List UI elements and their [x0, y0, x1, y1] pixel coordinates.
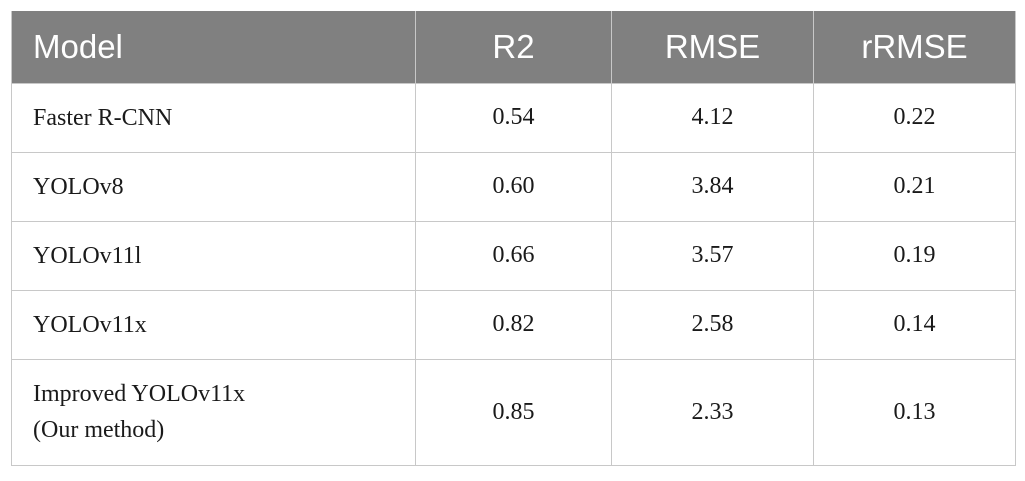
table-row: YOLOv11l 0.66 3.57 0.19	[11, 220, 1016, 291]
cell-r2: 0.60	[415, 151, 612, 222]
cell-model: YOLOv11x	[11, 289, 416, 360]
model-name: YOLOv11x	[33, 311, 147, 338]
cell-model: YOLOv11l	[11, 220, 416, 291]
cell-r2: 0.82	[415, 289, 612, 360]
table-row: YOLOv8 0.60 3.84 0.21	[11, 151, 1016, 222]
table-row: Improved YOLOv11x (Our method) 0.85 2.33…	[11, 358, 1016, 466]
table-body: Faster R-CNN 0.54 4.12 0.22 YOLOv8 0.60 …	[11, 82, 1016, 466]
table-header: Model R2 RMSE rRMSE	[11, 11, 1016, 83]
cell-rrmse: 0.19	[813, 220, 1016, 291]
cell-rmse: 2.33	[611, 358, 814, 466]
cell-rrmse: 0.21	[813, 151, 1016, 222]
model-name: YOLOv8	[33, 173, 124, 200]
cell-rrmse: 0.22	[813, 82, 1016, 153]
cell-r2: 0.54	[415, 82, 612, 153]
cell-rmse: 2.58	[611, 289, 814, 360]
model-name: YOLOv11l	[33, 242, 142, 269]
cell-rrmse: 0.13	[813, 358, 1016, 466]
cell-rrmse: 0.14	[813, 289, 1016, 360]
cell-r2: 0.85	[415, 358, 612, 466]
table-row: Faster R-CNN 0.54 4.12 0.22	[11, 82, 1016, 153]
table-row: YOLOv11x 0.82 2.58 0.14	[11, 289, 1016, 360]
header-rrmse: rRMSE	[813, 11, 1016, 83]
model-name: Faster R-CNN	[33, 104, 173, 131]
cell-rmse: 3.84	[611, 151, 814, 222]
cell-rmse: 3.57	[611, 220, 814, 291]
header-row: Model R2 RMSE rRMSE	[11, 11, 1016, 83]
model-name-note: (Our method)	[33, 417, 165, 443]
results-table-container: Model R2 RMSE rRMSE Faster R-CNN 0.54 4.…	[11, 11, 1016, 466]
cell-rmse: 4.12	[611, 82, 814, 153]
cell-r2: 0.66	[415, 220, 612, 291]
cell-model: YOLOv8	[11, 151, 416, 222]
model-name: Improved YOLOv11x	[33, 381, 246, 407]
header-model: Model	[11, 11, 416, 83]
cell-model: Faster R-CNN	[11, 82, 416, 153]
header-r2: R2	[415, 11, 612, 83]
cell-model: Improved YOLOv11x (Our method)	[11, 358, 416, 466]
results-table: Model R2 RMSE rRMSE Faster R-CNN 0.54 4.…	[11, 11, 1016, 466]
header-rmse: RMSE	[611, 11, 814, 83]
